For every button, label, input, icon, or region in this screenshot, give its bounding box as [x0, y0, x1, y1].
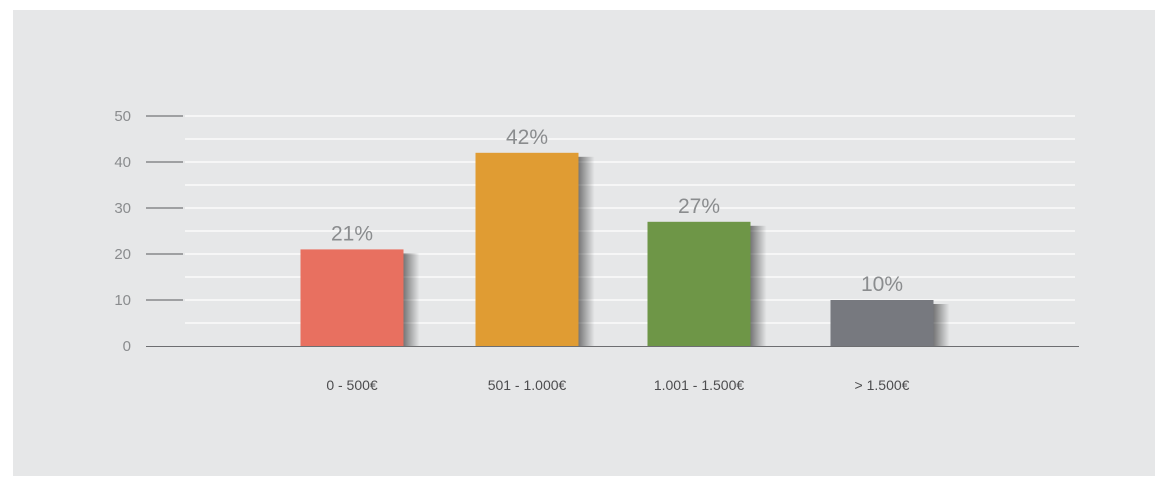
y-tick-label: 10	[114, 292, 131, 309]
y-tick-label: 0	[123, 338, 131, 355]
bar-shadow	[748, 225, 767, 346]
bar-shadow	[931, 304, 950, 346]
y-tick-label: 40	[114, 154, 131, 171]
bar	[647, 221, 751, 346]
y-tick-label: 50	[114, 108, 131, 125]
bar	[830, 300, 934, 346]
labels: 21% 0 - 500€ 42% 501 - 1.000€ 27% 1.001 - 1.5…	[326, 126, 909, 393]
bar	[475, 152, 579, 346]
data-label: 10%	[861, 273, 903, 296]
bars	[300, 152, 950, 346]
data-label: 21%	[331, 222, 373, 245]
bar	[300, 249, 404, 346]
data-label: 42%	[506, 126, 548, 149]
y-tick-label: 30	[114, 200, 131, 217]
x-category-label: 1.001 - 1.500€	[654, 377, 745, 393]
bar-shadow	[576, 156, 595, 346]
x-category-label: 501 - 1.000€	[488, 377, 567, 393]
bar-shadow	[401, 253, 420, 346]
x-category-label: > 1.500€	[855, 377, 910, 393]
x-category-label: 0 - 500€	[326, 377, 378, 393]
y-tick-label: 20	[114, 246, 131, 263]
data-label: 27%	[678, 195, 720, 218]
y-axis: 0 10 20 30 40 50	[114, 108, 1079, 355]
